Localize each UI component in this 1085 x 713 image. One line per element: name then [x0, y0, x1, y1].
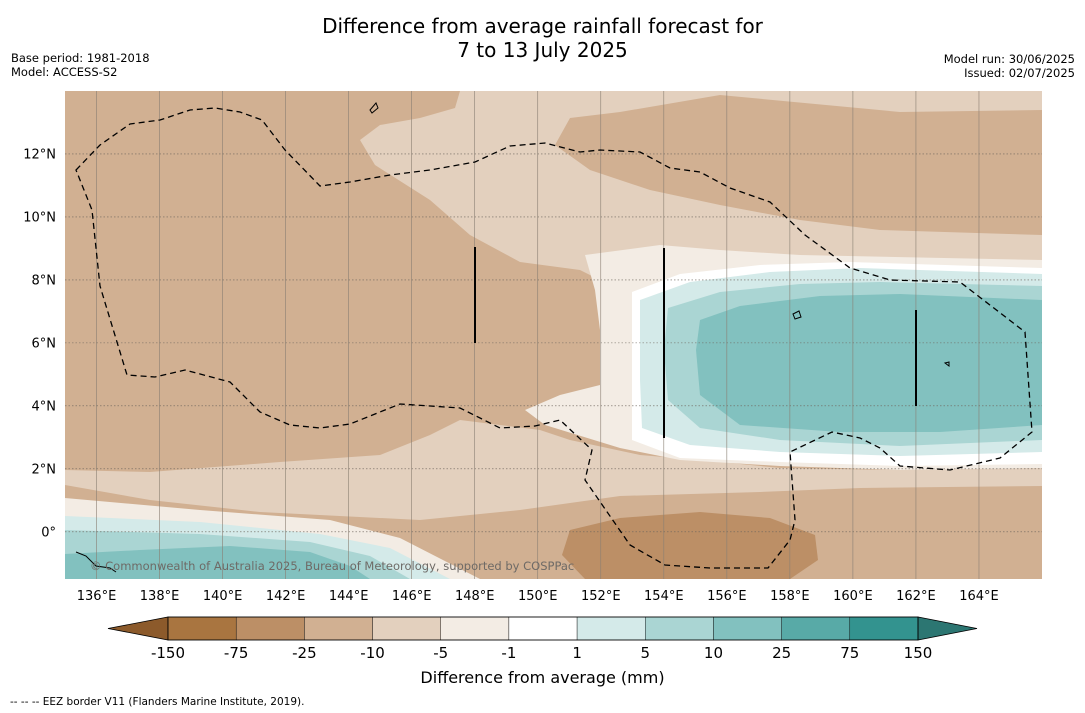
- island-pohnpei: [943, 361, 950, 367]
- lon-tick-labels: 136°E 138°E 140°E 142°E 144°E 146°E 148°E 150°E…: [77, 589, 999, 604]
- colorbar-title: Difference from average (mm): [420, 668, 665, 687]
- region-plus10: [696, 294, 1042, 432]
- lon-tick-label: 164°E: [959, 589, 999, 604]
- colorbar-tick-label: -25: [292, 644, 317, 662]
- issued-date: Issued: 02/07/2025: [964, 66, 1075, 80]
- colorbar-tick-label: -10: [360, 644, 385, 662]
- colorbar-frame: [167, 616, 919, 641]
- colorbar-tick-label: -5: [433, 644, 448, 662]
- lon-tick-label: 138°E: [140, 589, 180, 604]
- map-title: Difference from average rainfall forecas…: [0, 14, 1085, 62]
- colorbar: -150 -75 -25 -10 -5 -1 1 5 10 25 75 150: [107, 616, 978, 662]
- segment-markers: [474, 247, 917, 438]
- colorbar-tick-label: 1: [572, 644, 582, 662]
- title-line-2: 7 to 13 July 2025: [457, 38, 628, 62]
- eez-footnote: -- -- -- EEZ border V11 (Flanders Marine…: [10, 696, 305, 708]
- colorbar-segment: [781, 616, 851, 641]
- lon-tick-label: 150°E: [518, 589, 558, 604]
- lon-tick-label: 160°E: [833, 589, 873, 604]
- lon-tick-label: 162°E: [896, 589, 936, 604]
- colorbar-tick-label: 25: [772, 644, 791, 662]
- meta-left: Base period: 1981-2018 Model: ACCESS-S2: [11, 51, 150, 79]
- colorbar-segment: [508, 616, 578, 641]
- rainfall-field: [65, 91, 1042, 579]
- lat-tick-label: 12°N: [23, 147, 56, 162]
- lon-tick-label: 148°E: [455, 589, 495, 604]
- island-chuuk: [792, 310, 802, 320]
- colorbar-tick-label: 75: [840, 644, 859, 662]
- model-run: Model run: 30/06/2025: [943, 52, 1075, 66]
- lon-tick-label: 156°E: [707, 589, 747, 604]
- island-png-coast: [75, 551, 117, 573]
- colorbar-tick-label: 150: [904, 644, 933, 662]
- colorbar-segment: [713, 616, 782, 641]
- colorbar-segment: [235, 616, 305, 641]
- region-sw-plus10: [65, 546, 370, 579]
- lat-tick-label: 8°N: [32, 273, 57, 288]
- eez-border: [75, 107, 1033, 569]
- lon-tick-label: 136°E: [77, 589, 117, 604]
- region-minus10-lower: [65, 420, 1042, 520]
- colorbar-extend-max: [917, 616, 978, 641]
- island-guam: [369, 102, 379, 114]
- lat-tick-label: 2°N: [32, 462, 57, 477]
- lat-tick-label: 10°N: [23, 210, 56, 225]
- lat-tick-label: 6°N: [32, 336, 57, 351]
- region-minus75: [562, 512, 818, 579]
- lon-tick-label: 152°E: [581, 589, 621, 604]
- colorbar-extend-min: [107, 616, 169, 641]
- colorbar-tick-label: -75: [224, 644, 249, 662]
- colorbar-segment: [576, 616, 646, 641]
- colorbar-tick-label: -150: [151, 644, 185, 662]
- colorbar-tick-label: 5: [640, 644, 650, 662]
- colorbar-segment: [440, 616, 510, 641]
- lat-tick-label: 0°: [41, 525, 56, 540]
- base-period: Base period: 1981-2018: [11, 51, 150, 65]
- island-outlines: [75, 102, 950, 573]
- copyright-text: © Commonwealth of Australia 2025, Bureau…: [90, 559, 574, 573]
- colorbar-tick-label: -1: [501, 644, 516, 662]
- lat-tick-label: 4°N: [32, 399, 57, 414]
- colorbar-segment: [304, 616, 373, 641]
- meta-right: Model run: 30/06/2025 Issued: 02/07/2025: [944, 52, 1075, 80]
- colorbar-segment: [167, 616, 237, 641]
- colorbar-segment: [849, 616, 919, 641]
- colorbar-segment: [372, 616, 441, 641]
- lat-tick-labels: 12°N 10°N 8°N 6°N 4°N 2°N 0°: [23, 147, 56, 540]
- lon-tick-label: 158°E: [770, 589, 810, 604]
- lon-tick-label: 140°E: [203, 589, 243, 604]
- region-minus10-upper: [240, 91, 1042, 305]
- lon-tick-label: 146°E: [392, 589, 432, 604]
- model-name: Model: ACCESS-S2: [11, 65, 118, 79]
- lon-tick-label: 144°E: [329, 589, 369, 604]
- colorbar-segment: [645, 616, 714, 641]
- title-line-1: Difference from average rainfall forecas…: [322, 14, 763, 38]
- lon-tick-label: 142°E: [266, 589, 306, 604]
- colorbar-tick-label: 10: [704, 644, 723, 662]
- lon-tick-label: 154°E: [644, 589, 684, 604]
